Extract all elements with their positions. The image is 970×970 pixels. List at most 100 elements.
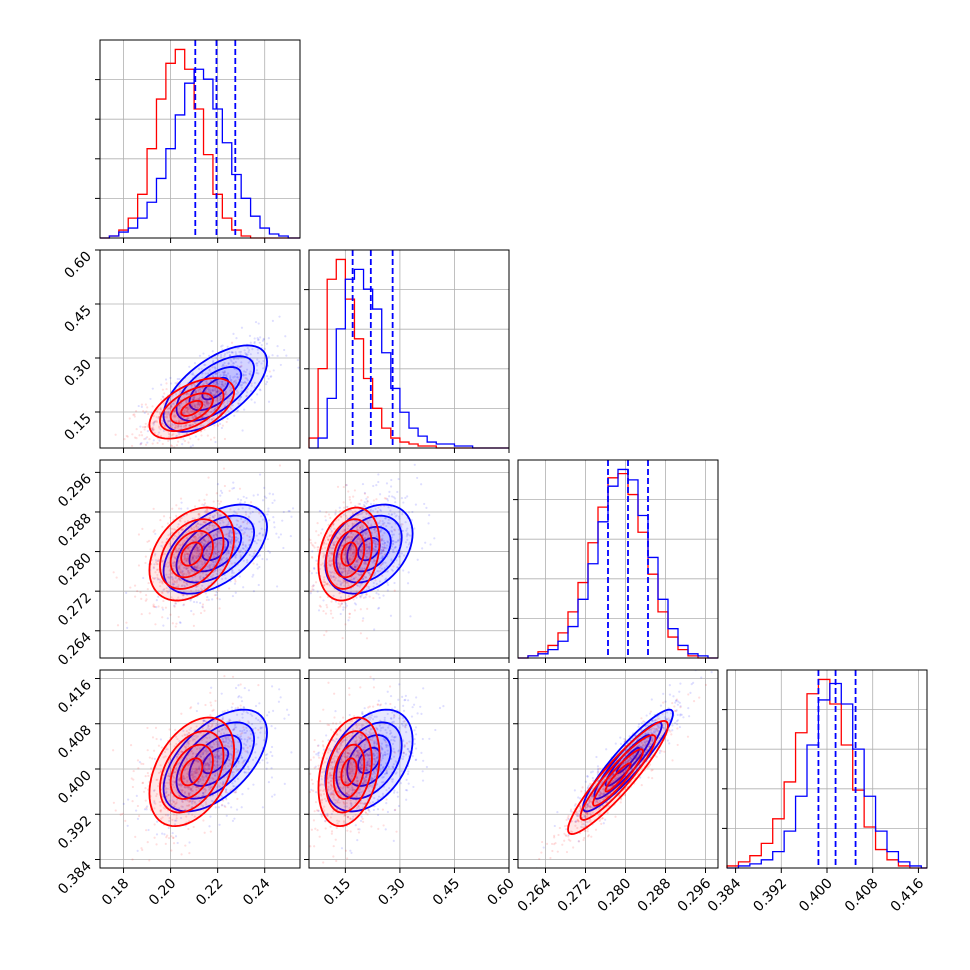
sample-point [234,556,237,559]
sample-point [211,560,215,564]
sample-point [219,398,222,401]
sample-point [301,549,303,551]
sample-point [351,535,354,539]
sample-point [363,567,366,570]
gridlines [344,250,455,448]
sample-point [360,499,363,502]
sample-point [209,691,212,694]
sample-point [224,374,227,377]
sample-point [283,782,286,785]
sample-point [139,591,142,594]
sample-point [351,544,354,547]
sample-point [258,388,261,391]
sample-point [222,371,225,374]
sample-point [261,534,264,537]
sample-point [205,379,208,383]
sample-point [235,523,239,526]
sample-point [242,495,245,498]
sample-point [357,535,361,538]
sample-point [242,559,245,562]
sample-point [363,567,366,570]
sample-point [365,549,368,553]
sample-point [339,546,342,550]
sample-point [365,588,368,591]
sample-point [313,546,316,549]
sample-point [205,400,208,403]
sample-point [155,599,158,602]
sample-point [245,771,248,774]
sample-point [205,381,208,384]
sample-point [170,405,173,408]
sample-point [195,414,198,417]
sample-point [212,393,215,397]
sample-point [160,581,164,584]
sample-point [361,619,364,622]
sample-point [370,523,373,526]
sample-point [208,567,211,570]
sample-point [365,502,368,505]
sample-point [227,535,230,538]
sample-point [210,704,213,707]
sample-point [230,538,233,541]
sample-point [193,395,196,399]
sample-point [347,544,350,547]
sample-point [229,540,232,543]
sample-point [251,575,254,578]
sample-point [405,529,408,532]
density-fill [333,530,365,578]
density-fill [326,519,372,589]
sample-point [205,552,208,555]
sample-point [197,550,200,553]
sample-point [233,817,236,820]
sample-point [132,413,135,416]
sample-point [176,377,179,381]
sample-point [400,552,403,555]
sample-point [347,619,350,622]
sample-point [207,354,211,357]
sample-point [195,566,198,569]
sample-point [256,348,259,351]
sample-point [233,380,236,383]
sample-point [276,345,279,348]
sample-point [381,542,384,545]
sample-point [259,515,263,518]
sample-point [180,571,183,574]
sample-point [205,510,208,514]
sample-point [379,563,383,566]
sample-point [348,612,351,615]
sample-point [180,507,183,510]
sample-point [301,568,303,570]
sample-point [212,394,215,398]
sample-point [278,315,281,318]
sample-point [150,411,153,414]
sample-point [164,378,168,381]
sample-point [324,519,327,522]
sample-point [267,400,271,403]
sample-point [159,407,162,411]
sample-point [187,412,190,415]
sample-point [223,543,226,546]
sample-point [169,613,172,616]
sample-point [228,541,231,544]
sample-point [229,545,232,549]
sample-point [162,624,165,627]
sample-point [361,533,365,536]
sample-point [177,531,180,534]
sample-point [339,596,343,599]
sample-point [241,529,244,532]
sample-point [428,514,431,517]
sample-point [215,390,219,394]
sample-point [341,570,344,573]
sample-point [147,581,150,585]
sample-point [194,539,197,542]
contour-line [317,506,381,602]
marginal-histogram-1 [304,249,510,453]
sample-point [224,533,228,536]
sample-point [177,566,180,569]
sample-point [177,615,180,619]
sample-point [172,583,176,586]
sample-point [230,539,233,542]
sample-point [177,578,180,581]
histogram-set-a [309,268,509,449]
sample-point [199,552,202,555]
